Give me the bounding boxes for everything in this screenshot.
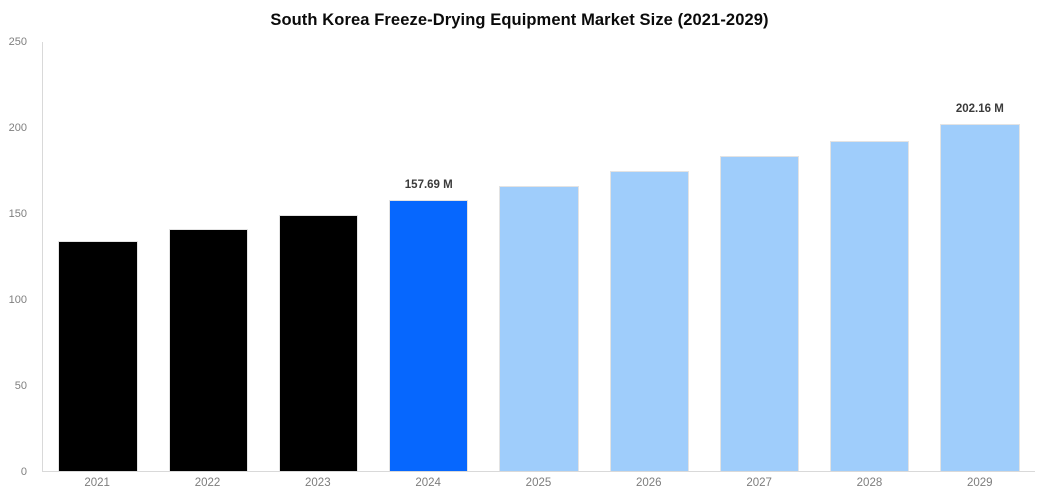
bar-2023 <box>278 215 359 471</box>
plot-area: 157.69 M 202.16 M <box>42 42 1035 472</box>
x-tick-label-2027: 2027 <box>746 477 772 489</box>
bar-slot-2026 <box>594 42 704 471</box>
bar-2027 <box>719 155 800 471</box>
bar-slot-2023 <box>263 42 373 471</box>
y-tick-label: 200 <box>8 122 27 134</box>
bar-slot-2021 <box>43 42 153 471</box>
bars-container: 157.69 M 202.16 M <box>43 42 1035 471</box>
y-tick-label: 100 <box>8 294 27 306</box>
bar-slot-2024: 157.69 M <box>374 42 484 471</box>
x-tick-label-2023: 2023 <box>305 477 331 489</box>
y-tick-label: 150 <box>8 208 27 220</box>
bar-slot-2022 <box>153 42 263 471</box>
bar-2025 <box>499 186 579 471</box>
x-tick-label-2026: 2026 <box>636 477 662 489</box>
x-tick-label-2028: 2028 <box>856 477 883 489</box>
y-axis: 0 50 100 150 200 250 <box>0 36 34 478</box>
y-tick-label: 50 <box>14 380 27 392</box>
bar-2024 <box>389 200 469 471</box>
x-tick-label-2021: 2021 <box>84 477 110 489</box>
x-tick-label-2025: 2025 <box>525 477 552 489</box>
bar-2028 <box>829 141 910 471</box>
bar-slot-2029: 202.16 M <box>925 42 1035 471</box>
bar-value-label-2024: 157.69 M <box>404 179 453 192</box>
bar-2029 <box>940 124 1020 471</box>
x-tick-label-2024: 2024 <box>415 477 441 489</box>
x-axis: 2021 2022 2023 2024 2025 2026 2027 2028 2029 <box>42 477 1035 489</box>
y-tick-label: 250 <box>8 36 27 48</box>
bar-2022 <box>168 228 248 471</box>
bar-slot-2025 <box>484 42 594 471</box>
x-tick-label-2029: 2029 <box>966 477 993 489</box>
bar-slot-2027 <box>704 42 814 471</box>
x-tick-label-2022: 2022 <box>194 477 221 489</box>
y-tick-label: 0 <box>20 466 27 478</box>
bar-slot-2028 <box>815 42 925 471</box>
bar-2026 <box>609 170 689 471</box>
bar-2021 <box>58 241 138 471</box>
bar-value-label-2029: 202.16 M <box>955 103 1004 116</box>
chart-title: South Korea Freeze-Drying Equipment Mark… <box>270 11 769 29</box>
